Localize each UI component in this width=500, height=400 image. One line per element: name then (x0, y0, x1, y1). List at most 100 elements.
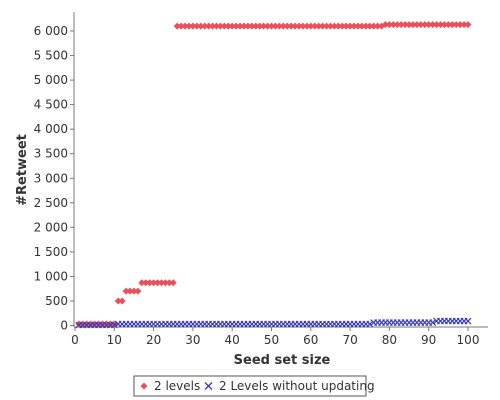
data-point (311, 22, 319, 30)
x-tick-label: 70 (342, 333, 357, 347)
series-2-levels-without-updating (75, 317, 472, 329)
data-point (122, 287, 130, 295)
data-point (362, 22, 370, 30)
legend-marker-2-levels (140, 382, 148, 390)
data-point (256, 22, 264, 30)
data-point (161, 279, 169, 287)
data-point (307, 22, 315, 30)
data-point (220, 22, 228, 30)
legend-marker-2-levels-without-updating (204, 382, 213, 390)
data-point (248, 22, 256, 30)
data-point (197, 22, 205, 30)
data-point (232, 22, 240, 30)
data-point (401, 21, 409, 29)
data-point (326, 22, 334, 30)
data-point (185, 22, 193, 30)
legend-box (133, 375, 367, 397)
data-point (244, 22, 252, 30)
x-axis-title: Seed set size (234, 353, 331, 368)
data-point (366, 320, 374, 328)
data-point (275, 22, 283, 30)
data-point (295, 22, 303, 30)
y-axis-title: #Retweet (15, 134, 30, 206)
y-tick-label: 3 000 (34, 171, 68, 185)
data-point (338, 22, 346, 30)
x-tick-label: 100 (457, 333, 480, 347)
data-point (358, 22, 366, 30)
data-point (146, 279, 154, 287)
data-point (323, 22, 331, 30)
data-point (228, 22, 236, 30)
data-point (409, 21, 417, 29)
data-point (177, 22, 185, 30)
data-point (366, 22, 374, 30)
data-point (287, 22, 295, 30)
y-tick-label: 5 500 (34, 49, 68, 63)
data-point (205, 22, 213, 30)
data-point (181, 22, 189, 30)
data-point (330, 22, 338, 30)
data-point (393, 21, 401, 29)
data-point (417, 21, 425, 29)
x-tick-label: 90 (421, 333, 436, 347)
data-point (448, 21, 456, 29)
data-point (440, 21, 448, 29)
data-point (381, 21, 389, 29)
data-point (268, 22, 275, 30)
series-layer (75, 21, 472, 329)
data-point (342, 22, 350, 30)
data-point (114, 297, 122, 305)
y-tick-label: 1 000 (34, 269, 68, 283)
x-tick-label: 60 (303, 333, 318, 347)
data-point (429, 21, 437, 29)
y-tick-label: 500 (45, 294, 68, 308)
data-point (165, 279, 173, 287)
data-point (464, 21, 472, 29)
data-point (452, 21, 460, 29)
data-point (224, 22, 232, 30)
x-tick-label: 40 (225, 333, 240, 347)
data-point (460, 21, 468, 29)
data-point (201, 22, 209, 30)
data-point (173, 22, 181, 30)
data-point (283, 22, 291, 30)
data-point (405, 21, 413, 29)
data-point (429, 319, 437, 326)
data-point (157, 279, 165, 287)
data-point (354, 22, 362, 30)
legend-label-2-levels-without-updating: 2 Levels without updating (219, 379, 375, 393)
data-point (212, 22, 220, 30)
data-point (464, 317, 472, 325)
data-point (138, 279, 146, 287)
data-point (421, 21, 429, 29)
y-tick-label: 4 000 (34, 122, 68, 136)
data-point (444, 21, 452, 29)
data-point (299, 22, 307, 30)
data-point (134, 287, 142, 295)
data-point (456, 21, 464, 29)
y-tick-label: 3 500 (34, 147, 68, 161)
data-point (291, 22, 299, 30)
data-point (279, 22, 287, 30)
y-tick-label: 0 (60, 319, 68, 333)
y-tick-label: 4 500 (34, 98, 68, 112)
data-point (346, 22, 354, 30)
data-point (189, 22, 197, 30)
plot-area (74, 12, 488, 327)
data-point (389, 21, 397, 29)
x-tick-label: 80 (382, 333, 397, 347)
data-point (413, 21, 421, 29)
data-point (209, 22, 217, 30)
data-point (385, 21, 393, 29)
y-tick-label: 6 000 (34, 24, 68, 38)
data-point (252, 22, 260, 30)
data-point (433, 21, 441, 29)
y-tick-label: 1 500 (34, 245, 68, 259)
data-point (118, 297, 126, 305)
y-tick-label: 5 000 (34, 73, 68, 87)
data-point (216, 22, 224, 30)
data-point (334, 22, 342, 30)
data-point (397, 21, 405, 29)
